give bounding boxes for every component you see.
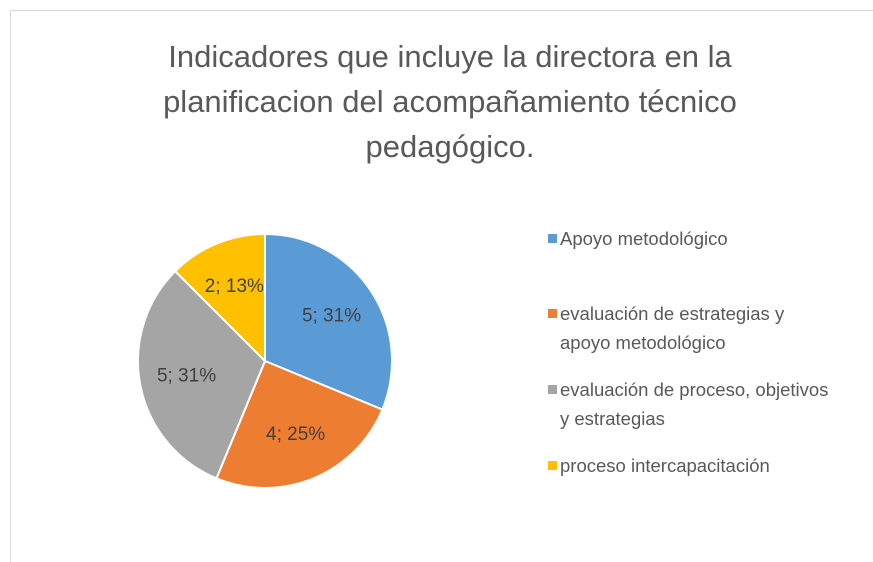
chart-title: Indicadores que incluye la directora en … [163, 39, 737, 164]
legend-item: evaluación de estrategias y apoyo metodo… [546, 299, 833, 357]
data-label: 5; 31% [157, 366, 216, 387]
data-label: 4; 25% [266, 424, 325, 445]
pie-slice [264, 232, 393, 411]
legend-swatch [548, 309, 557, 318]
legend-label: evaluación de proceso, objetivos y estra… [560, 379, 829, 429]
legend: Apoyo metodológico evaluación de estrateg… [546, 224, 846, 498]
legend-label: evaluación de estrategias y apoyo metodo… [560, 303, 785, 353]
pie-slice [137, 269, 267, 480]
pie-slice [215, 359, 384, 489]
legend-item: proceso intercapacitación [546, 451, 833, 480]
chart-frame [10, 10, 873, 562]
data-label: 5; 31% [302, 306, 361, 327]
legend-item: evaluación de proceso, objetivos y estra… [546, 375, 833, 433]
legend-swatch [548, 461, 557, 470]
legend-label: proceso intercapacitación [560, 455, 770, 476]
legend-item: Apoyo metodológico [546, 224, 833, 253]
legend-label: Apoyo metodológico [560, 228, 728, 249]
data-label: 2; 13% [205, 276, 264, 297]
pie-slice [173, 232, 266, 364]
legend-swatch [548, 385, 557, 394]
legend-swatch [548, 234, 557, 243]
